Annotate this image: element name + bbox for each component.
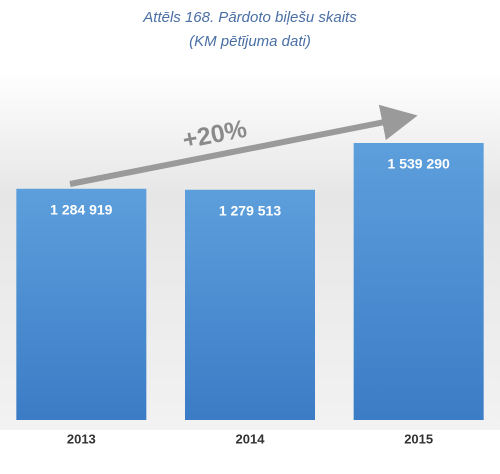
bar <box>353 143 484 420</box>
value-label: 1 284 919 <box>50 201 112 217</box>
x-tick-label: 2014 <box>236 431 266 446</box>
x-tick-label: 2013 <box>67 431 96 446</box>
bar <box>16 188 147 420</box>
value-label: 1 539 290 <box>388 156 450 172</box>
chart-subtitle: (KM pētījuma dati) <box>189 33 311 50</box>
trend-arrow <box>69 104 418 187</box>
x-tick-label: 2015 <box>404 431 433 446</box>
chart-title: Attēls 168. Pārdoto biļešu skaits <box>142 9 357 26</box>
value-label: 1 279 513 <box>219 202 281 218</box>
bar <box>185 189 315 420</box>
